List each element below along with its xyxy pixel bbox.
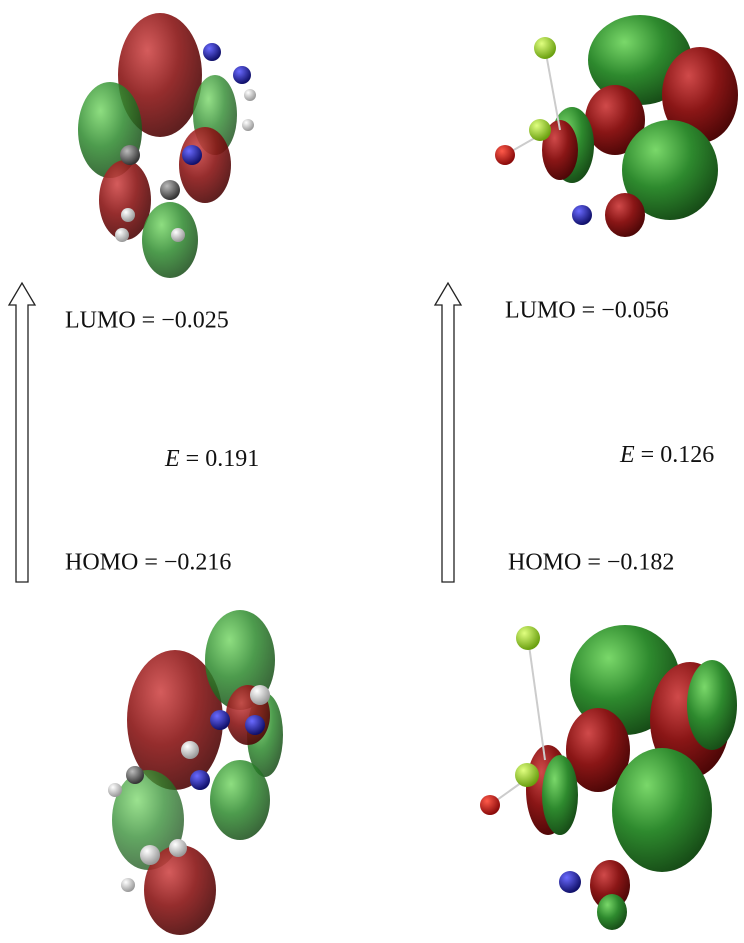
gap-label: E = 0.126 (619, 442, 714, 468)
figure: LUMO = −0.025 E = 0.191 HOMO = −0.216 LU… (0, 0, 744, 943)
homo-label: HOMO = −0.216 (65, 550, 231, 576)
lumo-label: LUMO = −0.056 (505, 298, 669, 324)
molecule-orbital (495, 15, 738, 237)
homo-label: HOMO = −0.182 (508, 550, 674, 576)
molecule-orbital (108, 610, 283, 935)
molecule-orbital (78, 13, 256, 278)
lumo-label: LUMO = −0.025 (65, 308, 229, 334)
molecule-orbital (480, 625, 737, 930)
page: {"panels": [ {"lumo": "LUMO = \u22120.02… (0, 0, 744, 943)
gap-label: E = 0.191 (164, 446, 259, 472)
arrow (9, 283, 35, 582)
gap-symbol: E (619, 442, 635, 468)
gap-symbol: E (164, 446, 180, 472)
gap-value: = 0.191 (186, 446, 260, 472)
arrow (435, 283, 461, 582)
gap-value: = 0.126 (641, 442, 715, 468)
